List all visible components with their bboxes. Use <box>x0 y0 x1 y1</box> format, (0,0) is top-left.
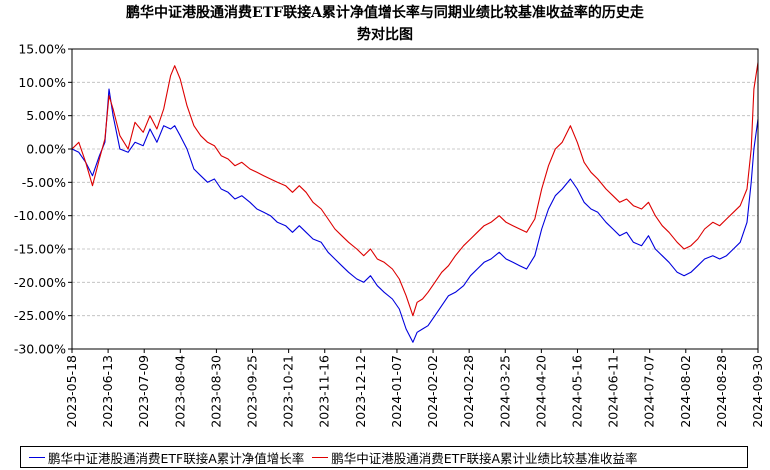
y-tick-label: -20.00% <box>14 275 66 290</box>
x-tick-label: 2024-03-25 <box>497 355 512 428</box>
x-tick-label: 2024-01-07 <box>389 355 404 428</box>
chart-title: 鹏华中证港股通消费ETF联接A累计净值增长率与同期业绩比较基准收益率的历史走 势… <box>0 2 770 46</box>
x-tick-label: 2024-08-02 <box>678 355 693 428</box>
x-tick-label: 2024-02-28 <box>461 355 476 428</box>
x-tick-label: 2024-04-20 <box>533 355 548 428</box>
chart-title-line-2: 势对比图 <box>357 27 413 43</box>
legend-swatch-blue <box>29 456 45 458</box>
x-tick-label: 2023-09-25 <box>245 355 260 428</box>
chart-legend: 鹏华中证港股通消费ETF联接A累计净值增长率 鹏华中证港股通消费ETF联接A累计… <box>20 446 748 468</box>
y-tick-label: 15.00% <box>18 42 66 57</box>
series-lines <box>71 62 759 343</box>
x-tick-label: 2024-08-28 <box>714 355 729 428</box>
x-tick-label: 2023-12-12 <box>353 355 368 428</box>
plot-area-frame <box>71 48 759 350</box>
x-tick-label: 2023-08-04 <box>172 355 187 428</box>
x-tick-label: 2024-09-30 <box>750 355 765 428</box>
chart-title-line-1: 鹏华中证港股通消费ETF联接A累计净值增长率与同期业绩比较基准收益率的历史走 <box>126 5 644 21</box>
y-tick-label: -5.00% <box>22 175 66 190</box>
x-tick-label: 2024-06-11 <box>606 355 621 428</box>
legend-item-nav: 鹏华中证港股通消费ETF联接A累计净值增长率 <box>29 448 304 467</box>
y-tick-label: 5.00% <box>26 108 66 123</box>
x-tick-label: 2024-02-02 <box>425 355 440 428</box>
y-tick-label: -15.00% <box>14 242 66 257</box>
x-tick-label: 2023-11-16 <box>317 355 332 428</box>
series-line-benchmark <box>71 62 759 317</box>
x-tick-label: 2024-05-16 <box>569 355 584 428</box>
y-tick-label: -10.00% <box>14 208 66 223</box>
x-axis: 2023-05-18 2023-06-13 2023-07-09 2023-08-04… <box>64 349 765 428</box>
x-tick-label: 2023-10-21 <box>281 355 296 428</box>
y-tick-label: 0.00% <box>26 142 66 157</box>
series-line-nav <box>71 88 759 343</box>
x-tick-label: 2023-06-13 <box>100 355 115 428</box>
y-tick-label: -30.00% <box>14 342 66 357</box>
x-tick-label: 2023-05-18 <box>64 355 79 428</box>
legend-label-benchmark: 鹏华中证港股通消费ETF联接A累计业绩比较基准收益率 <box>331 450 638 466</box>
y-tick-label: 10.00% <box>18 75 66 90</box>
x-tick-label: 2024-07-07 <box>642 355 657 428</box>
y-axis: 15.00% 10.00% 5.00% 0.00% -5.00% -10.00% -15.0… <box>14 42 72 357</box>
grid-lines <box>72 81 758 317</box>
legend-item-benchmark: 鹏华中证港股通消费ETF联接A累计业绩比较基准收益率 <box>312 448 638 467</box>
x-tick-label: 2023-07-09 <box>136 355 151 428</box>
legend-label-nav: 鹏华中证港股通消费ETF联接A累计净值增长率 <box>48 450 305 466</box>
legend-swatch-red <box>312 456 329 458</box>
y-tick-label: -25.00% <box>14 308 66 323</box>
x-tick-label: 2023-08-30 <box>208 355 223 428</box>
